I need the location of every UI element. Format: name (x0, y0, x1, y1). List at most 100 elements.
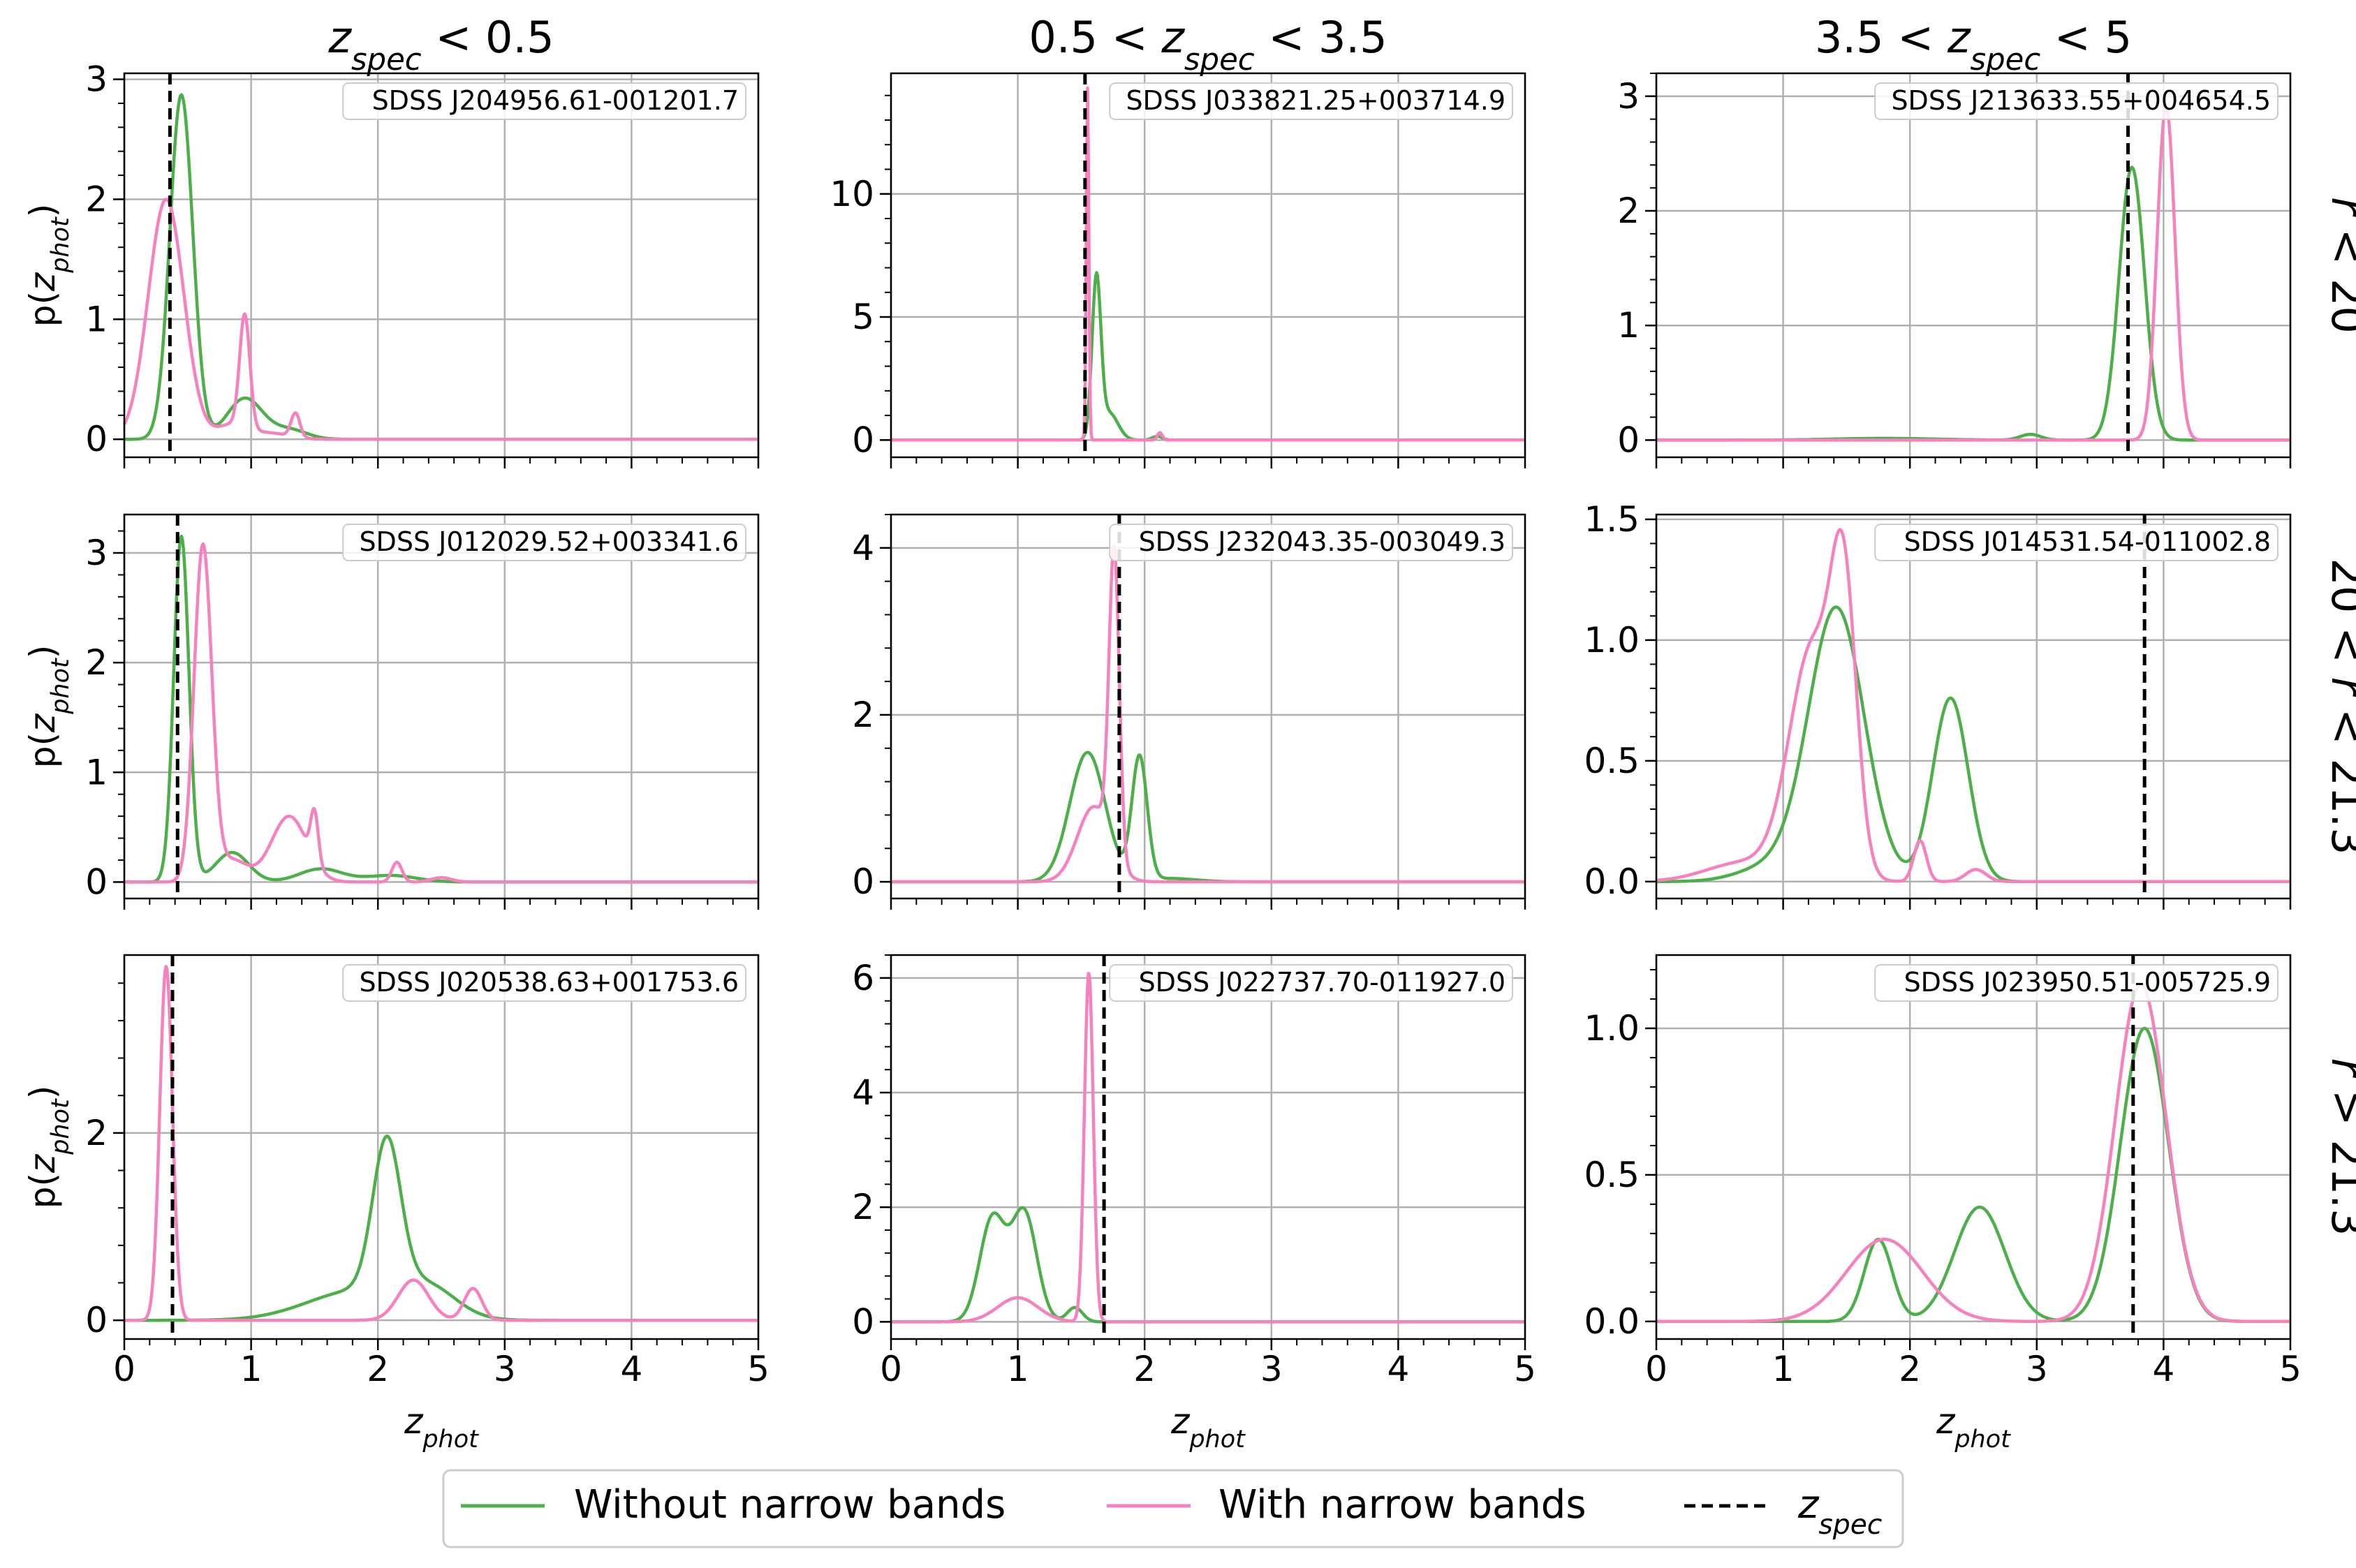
x-tick-label: 5 (747, 1349, 770, 1389)
series-without-narrow-bands (124, 1134, 759, 1322)
series-without-narrow-bands (1656, 605, 2291, 884)
x-tick-label: 1 (1772, 1349, 1795, 1389)
panel-r2c3: 0.0 0.5 1.0 1.5 SDSS J014531.54-011002.8 (1584, 499, 2292, 910)
panel-r1c1: 0 1 2 3 SDSS J204956.61-001201.7 p(zphot) (22, 59, 760, 468)
x-axis-label: zphot (1170, 1401, 1246, 1454)
panel-r2c2: 0 2 4 SDSS J232043.35-003049.3 (852, 513, 1526, 910)
y-tick-label: 3 (85, 533, 108, 573)
column-title-2: 0.5 < zspec < 3.5 (1029, 12, 1387, 77)
object-label-box (1874, 82, 2278, 120)
axes-frame (890, 513, 1526, 900)
object-label-box (1874, 524, 2278, 561)
y-tick-label: 0 (85, 419, 108, 459)
x-tick-label: 4 (1387, 1349, 1409, 1389)
y-tick-label: 1.5 (1584, 499, 1640, 540)
y-tick-label: 0 (852, 420, 874, 460)
object-label-box (1109, 524, 1513, 561)
x-tick-label: 0 (113, 1349, 135, 1389)
x-tick-label: 2 (1133, 1349, 1156, 1389)
column-title-1: zspec < 0.5 (327, 12, 554, 77)
object-label: SDSS J012029.52+003341.6 (359, 526, 739, 557)
series-with-narrow-bands (1656, 103, 2291, 442)
y-axis-label: p(zphot) (22, 1086, 75, 1209)
object-label: SDSS J023950.51-005725.9 (1904, 967, 2271, 998)
series-with-narrow-bands (124, 965, 759, 1322)
y-tick-label: 2 (1617, 191, 1640, 231)
x-tick-label: 4 (620, 1349, 642, 1389)
panel-r3c3: 0 1 2 3 4 5 0.0 0.5 1.0 SDSS J023950.51-005725.9 z… (1584, 954, 2302, 1454)
y-tick-label: 2 (85, 642, 108, 683)
y-axis-label: p(zphot) (22, 645, 75, 769)
panel-r2c1: 0 1 2 3 SDSS J012029.52+003341.6 p(zphot) (22, 513, 760, 910)
panel-r3c1: 0 1 2 3 4 5 0 2 SDSS J020538.63+001753.6 p(zphot)… (22, 954, 770, 1454)
y-tick-label: 0.0 (1584, 1301, 1640, 1342)
y-tick-label: 10 (830, 174, 874, 214)
series-without-narrow-bands (890, 271, 1526, 442)
object-label: SDSS J014531.54-011002.8 (1904, 526, 2271, 557)
x-tick-label: 3 (1260, 1349, 1283, 1389)
object-label-box (342, 524, 746, 561)
series-with-narrow-bands (1656, 982, 2291, 1324)
y-axis-label: p(zphot) (22, 204, 75, 327)
y-tick-label: 1.0 (1584, 620, 1640, 660)
y-tick-label: 0 (85, 1300, 108, 1340)
y-tick-label: 0 (85, 861, 108, 902)
x-tick-label: 5 (1514, 1349, 1536, 1389)
series-without-narrow-bands (124, 534, 759, 884)
y-tick-label: 1.0 (1584, 1008, 1640, 1049)
object-label-box (1109, 964, 1513, 1002)
series-without-narrow-bands (890, 1206, 1526, 1324)
axes-frame (890, 954, 1526, 1340)
y-tick-label: 5 (852, 297, 874, 337)
x-tick-label: 1 (1007, 1349, 1029, 1389)
y-tick-label: 0.5 (1584, 741, 1640, 781)
y-tick-label: 3 (1617, 76, 1640, 117)
series-with-narrow-bands (122, 198, 759, 441)
object-label: SDSS J204956.61-001201.7 (372, 85, 739, 116)
x-tick-label: 2 (367, 1349, 389, 1389)
legend: Without narrow bands With narrow bands zsp… (442, 1469, 1904, 1548)
legend-with-label: With narrow bands (1219, 1482, 1586, 1528)
axes-frame (1655, 72, 2292, 459)
x-tick-label: 1 (240, 1349, 263, 1389)
y-tick-label: 2 (852, 1187, 874, 1227)
object-label-box (1874, 964, 2278, 1002)
y-tick-label: 6 (852, 958, 874, 998)
legend-frame (442, 1469, 1904, 1548)
row-title-1: r < 20 (2322, 197, 2356, 334)
object-label-box (1109, 82, 1513, 120)
object-label-box (342, 82, 746, 120)
series-without-narrow-bands (1656, 165, 2291, 442)
series-with-narrow-bands (890, 971, 1526, 1324)
object-label: SDSS J033821.25+003714.9 (1126, 85, 1505, 116)
panel-r1c2: 0 5 10 SDSS J033821.25+003714.9 (830, 72, 1526, 468)
x-tick-label: 3 (2026, 1349, 2048, 1389)
y-tick-label: 3 (85, 59, 108, 100)
legend-zspec-label: zspec (1797, 1482, 1883, 1541)
series-with-narrow-bands (1656, 528, 2291, 884)
x-tick-label: 0 (1645, 1349, 1667, 1389)
panel-r3c2: 0 1 2 3 4 5 0 2 4 6 SDSS J022737.70-011927.0 zphot (852, 954, 1536, 1454)
row-title-3: r > 21.3 (2322, 1058, 2356, 1236)
panel-r1c3: 0 1 2 3 SDSS J213633.55+004654.5 (1617, 72, 2292, 468)
y-tick-label: 0 (852, 1301, 874, 1342)
axes-frame (123, 513, 760, 900)
series-with-narrow-bands (890, 544, 1526, 884)
y-tick-label: 0 (852, 861, 874, 902)
row-title-2: 20 < r < 21.3 (2322, 558, 2356, 855)
y-tick-label: 1 (1617, 305, 1640, 346)
x-tick-label: 0 (880, 1349, 902, 1389)
y-tick-label: 2 (852, 695, 874, 735)
y-tick-label: 1 (85, 299, 108, 339)
labels-group: zspec < 0.5 0.5 < zspec < 3.5 3.5 < zspec … (327, 12, 2356, 1236)
y-tick-label: 0 (1617, 420, 1640, 460)
object-label: SDSS J020538.63+001753.6 (359, 967, 739, 998)
y-tick-label: 0.5 (1584, 1155, 1640, 1195)
series-with-narrow-bands (890, 86, 1526, 442)
axes-frame (123, 954, 760, 1340)
object-label: SDSS J213633.55+004654.5 (1891, 85, 2271, 116)
axes-frame (123, 72, 760, 459)
x-axis-label: zphot (1936, 1401, 2011, 1454)
